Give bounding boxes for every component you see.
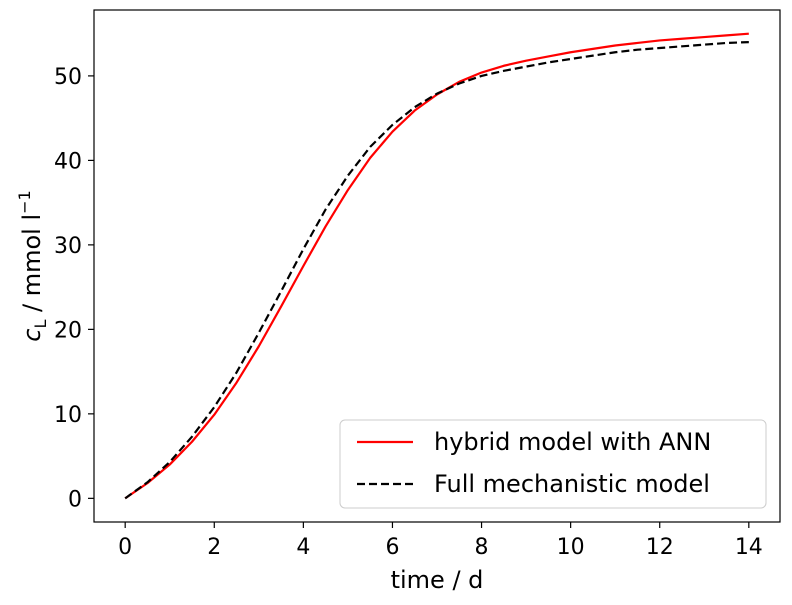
series-layer [124, 32, 749, 500]
y-tick-label: 20 [54, 318, 82, 343]
y-tick-label: 50 [54, 65, 82, 90]
x-tick-label: 14 [735, 535, 763, 560]
x-tick-label: 0 [118, 535, 132, 560]
y-tick-label: 0 [68, 487, 82, 512]
x-axis-label: time / d [391, 566, 484, 594]
y-axis-label-symbol: c [18, 329, 46, 342]
x-tick-label: 4 [296, 535, 310, 560]
legend-label-mechanistic: Full mechanistic model [434, 470, 710, 498]
y-tick-label: 40 [54, 149, 82, 174]
y-axis-label-units: / mmol l [18, 214, 46, 320]
x-tick-label: 6 [385, 535, 399, 560]
x-axis-ticks: 0 2 4 6 8 10 12 14 [118, 522, 763, 560]
plot-frame [93, 9, 781, 523]
x-tick-label: 10 [557, 535, 585, 560]
y-axis-label: cL / mmol l−1 [15, 190, 50, 341]
legend-frame [339, 419, 767, 509]
y-tick-label: 30 [54, 234, 82, 259]
x-tick-label: 12 [646, 535, 674, 560]
series-line-mechanistic [124, 41, 749, 500]
y-tick-label: 10 [54, 403, 82, 428]
legend: hybrid model with ANN Full mechanistic m… [339, 419, 767, 509]
x-tick-label: 8 [475, 535, 489, 560]
x-tick-label: 2 [207, 535, 221, 560]
y-axis-ticks: 0 10 20 30 40 50 [54, 65, 94, 512]
y-axis-label-subscript: L [31, 320, 50, 329]
legend-label-hybrid: hybrid model with ANN [434, 428, 711, 456]
y-axis-label-exponent: −1 [15, 190, 34, 214]
